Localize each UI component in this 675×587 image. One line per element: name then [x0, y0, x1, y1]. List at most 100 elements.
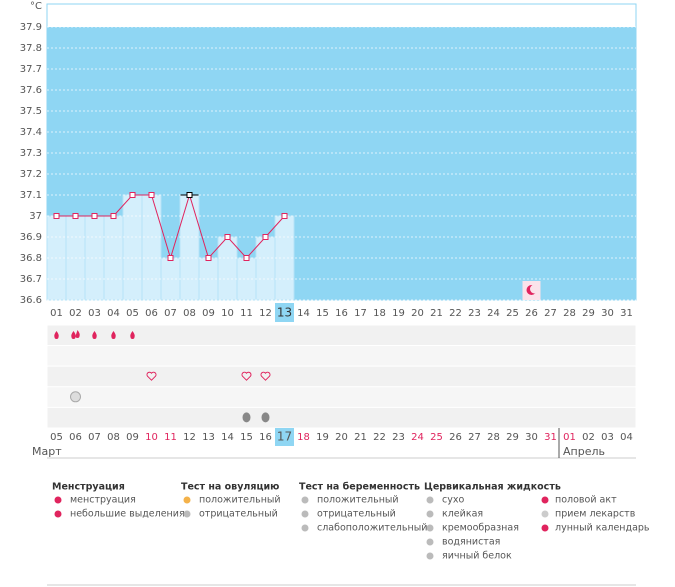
legend-item: кремообразная — [442, 523, 519, 534]
legend-icon — [426, 496, 434, 504]
drop-icon — [92, 331, 97, 339]
cycle-day-label: 16 — [335, 308, 348, 319]
date-label: 24 — [411, 432, 424, 443]
y-tick-label: 37.6 — [20, 85, 42, 96]
cycle-day-label: 13 — [277, 306, 292, 320]
y-tick-label: 37.4 — [20, 127, 42, 138]
date-label: 30 — [525, 432, 538, 443]
temperature-point — [167, 255, 174, 261]
date-label: 16 — [259, 432, 272, 443]
symbol-row — [46, 324, 637, 347]
date-label: 25 — [430, 432, 443, 443]
temperature-point — [110, 213, 117, 219]
cycle-day-label: 02 — [69, 308, 82, 319]
legend-item: положительный — [199, 495, 281, 506]
cycle-day-label: 30 — [601, 308, 614, 319]
legend-icon — [541, 510, 549, 518]
cycle-day-label: 07 — [164, 308, 177, 319]
date-label: 09 — [126, 432, 139, 443]
y-tick-label: 37.1 — [20, 190, 42, 201]
drop-icon — [130, 331, 135, 339]
temperature-point — [205, 255, 212, 261]
date-label: 17 — [277, 430, 292, 444]
date-label: 02 — [582, 432, 595, 443]
month-label: Апрель — [563, 445, 605, 458]
cycle-day-label: 17 — [354, 308, 367, 319]
date-label: 18 — [297, 432, 310, 443]
date-label: 15 — [240, 432, 253, 443]
y-tick-label: 37 — [29, 211, 42, 222]
drop-icon — [54, 331, 59, 339]
bar — [217, 236, 238, 301]
date-label: 19 — [316, 432, 329, 443]
legend-item: положительный — [317, 495, 399, 506]
legend-item: половой акт — [555, 495, 617, 506]
cycle-day-label: 03 — [88, 308, 101, 319]
date-label: 29 — [506, 432, 519, 443]
cycle-day-label: 26 — [525, 308, 538, 319]
temperature-point — [148, 192, 155, 198]
pill-icon — [70, 391, 81, 403]
legend-heading: Тест на овуляцию — [181, 482, 279, 493]
legend-heading: Менструация — [52, 482, 125, 493]
cycle-day-label: 28 — [563, 308, 576, 319]
legend-item: яичный белок — [442, 551, 512, 562]
cycle-day-label: 10 — [221, 308, 234, 319]
temperature-point — [186, 192, 193, 198]
egg-icon — [242, 412, 251, 423]
cycle-day-label: 15 — [316, 308, 329, 319]
date-label: 06 — [69, 432, 82, 443]
date-label: 05 — [50, 432, 63, 443]
moon-shadow — [530, 284, 539, 294]
symbol-row — [46, 406, 637, 429]
cycle-day-label: 23 — [468, 308, 481, 319]
cycle-day-label: 22 — [449, 308, 462, 319]
legend-icon — [301, 510, 309, 518]
legend-item: отрицательный — [317, 509, 396, 520]
bar — [179, 194, 200, 301]
bar — [141, 194, 162, 301]
temperature-point — [262, 234, 269, 240]
date-label: 22 — [373, 432, 386, 443]
date-label: 11 — [164, 432, 177, 443]
drop-icon — [75, 330, 80, 338]
cycle-day-label: 21 — [430, 308, 443, 319]
y-tick-label: 36.9 — [20, 232, 42, 243]
date-label: 10 — [145, 432, 158, 443]
y-axis-label: °C — [30, 1, 42, 12]
legend-icon — [301, 524, 309, 532]
bar — [255, 236, 276, 301]
date-label: 23 — [392, 432, 405, 443]
legend-item: водянистая — [442, 537, 500, 548]
symbol-row — [46, 365, 637, 388]
legend-icon — [301, 496, 309, 504]
temperature-point — [224, 234, 231, 240]
temperature-point — [72, 213, 79, 219]
symbol-row — [46, 345, 637, 367]
date-label: 20 — [335, 432, 348, 443]
date-label: 01 — [563, 432, 576, 443]
legend-heading: Цервикальная жидкость — [424, 482, 561, 493]
legend-icon — [541, 496, 549, 504]
y-tick-label: 37.5 — [20, 106, 42, 117]
legend-icon — [426, 510, 434, 518]
date-label: 31 — [544, 432, 557, 443]
legend-item: слабоположительный — [317, 523, 427, 534]
legend-icon — [183, 496, 191, 504]
cycle-day-label: 08 — [183, 308, 196, 319]
date-label: 07 — [88, 432, 101, 443]
legend-icon — [426, 552, 434, 560]
legend-icon — [541, 524, 549, 532]
date-label: 13 — [202, 432, 215, 443]
date-label: 28 — [487, 432, 500, 443]
month-label: Март — [32, 445, 62, 458]
cycle-day-label: 20 — [411, 308, 424, 319]
heart-icon — [146, 371, 157, 381]
temperature-point — [91, 213, 98, 219]
heart-icon — [241, 371, 252, 381]
legend-heading: Тест на беременность — [299, 482, 420, 493]
y-tick-label: 37.9 — [20, 22, 42, 33]
cycle-day-label: 24 — [487, 308, 500, 319]
legend-icon — [183, 510, 191, 518]
